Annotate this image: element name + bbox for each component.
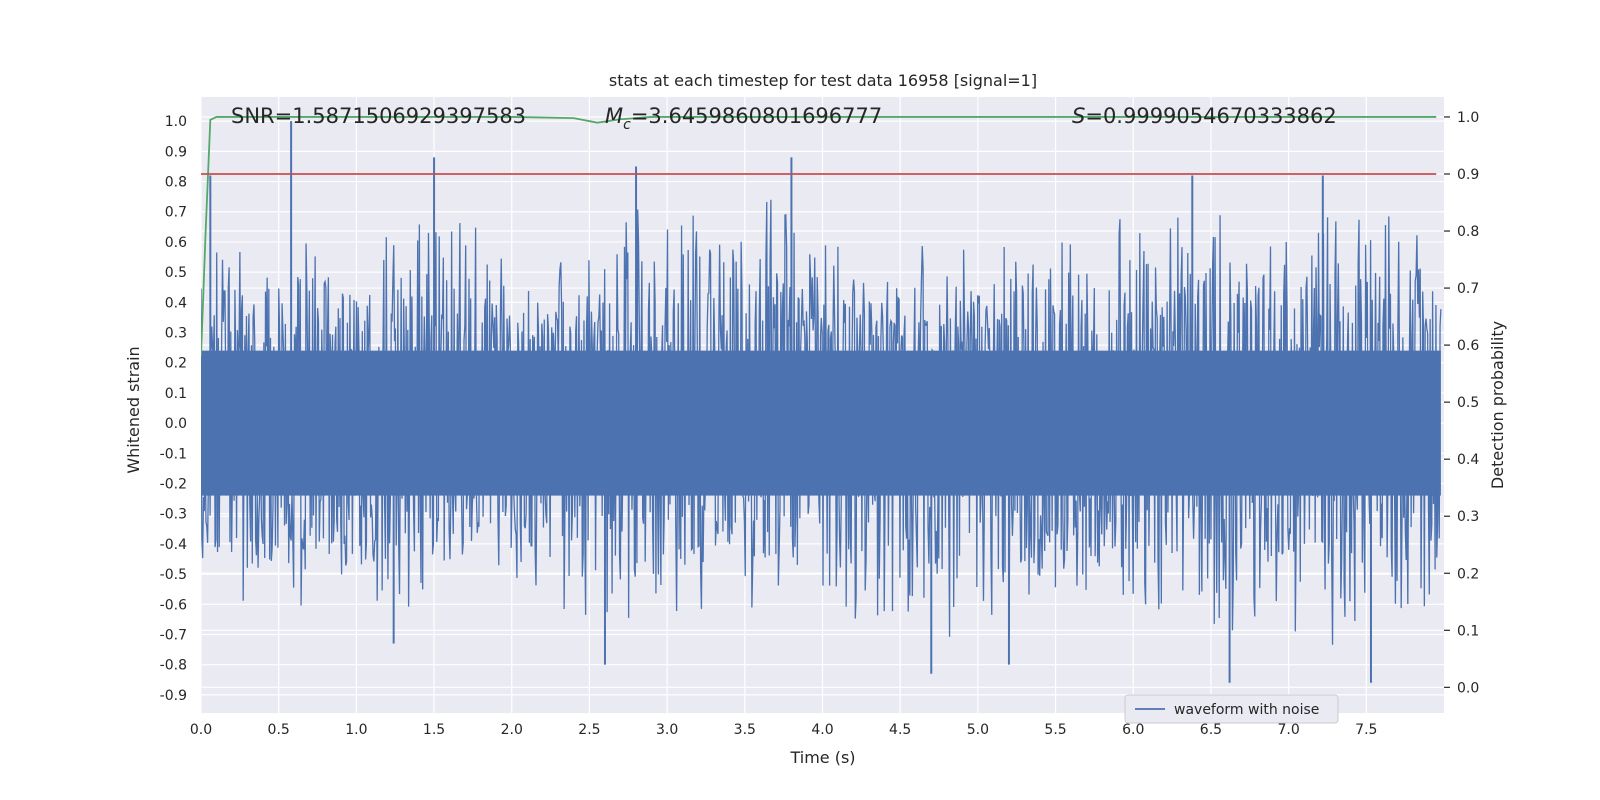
x-tick-label: 5.0: [967, 722, 989, 738]
y-tick-label: 0.7: [165, 205, 187, 221]
x-tick-label: 5.5: [1044, 722, 1066, 738]
waveform-band: [201, 350, 1441, 496]
y2-tick-label: 0.9: [1457, 167, 1479, 183]
x-tick-label: 3.0: [656, 722, 678, 738]
x-tick-label: 7.5: [1355, 722, 1377, 738]
x-tick-label: 2.0: [501, 722, 523, 738]
y-tick-label: 0.4: [165, 295, 187, 311]
y2-tick-label: 0.2: [1457, 566, 1479, 582]
y-tick-label: -0.6: [160, 597, 187, 613]
y-tick-label: -0.5: [160, 567, 187, 583]
y2-tick-label: 0.6: [1457, 338, 1479, 354]
y-tick-label: 0.0: [165, 416, 187, 432]
score-symbol: S: [1072, 104, 1085, 128]
y-axis-label: Whitened strain: [124, 346, 143, 473]
y2-tick-label: 0.7: [1457, 281, 1479, 297]
x-tick-label: 2.5: [578, 722, 600, 738]
y-tick-label: 0.5: [165, 265, 187, 281]
detection-probability-line: [201, 116, 1437, 357]
y2-axis-label: Detection probability: [1488, 321, 1507, 489]
x-tick-label: 4.0: [811, 722, 833, 738]
x-tick-label: 1.5: [423, 722, 445, 738]
y2-tick-label: 1.0: [1457, 110, 1479, 126]
chirp-mass-subscript: c: [623, 117, 631, 133]
x-tick-label: 3.5: [734, 722, 756, 738]
waveform-series: [201, 121, 1442, 683]
x-tick-label: 6.0: [1122, 722, 1144, 738]
x-tick-label: 6.5: [1200, 722, 1222, 738]
y2-tick-label: 0.4: [1457, 452, 1479, 468]
score-value: =0.9999054670333862: [1085, 104, 1336, 128]
legend-entry-waveform: waveform with noise: [1174, 702, 1319, 718]
legend-box: [1124, 694, 1339, 724]
y2-axis-ticks: 1.0 0.9 0.8 0.7 0.6 0.5 0.4 0.3 0.2 0.1 0.0: [1444, 110, 1479, 696]
x-axis-label: Time (s): [789, 748, 855, 767]
y-tick-label: 0.2: [165, 356, 187, 372]
y-tick-label: 0.1: [165, 386, 187, 402]
y2-tick-label: 0.5: [1457, 395, 1479, 411]
probability-series: [201, 116, 1437, 357]
y-tick-label: 0.3: [165, 326, 187, 342]
y-tick-label: 0.6: [165, 235, 187, 251]
y-tick-label: 0.9: [165, 144, 187, 160]
y2-tick-label: 0.8: [1457, 224, 1479, 240]
chirp-mass-symbol: M: [605, 104, 623, 128]
legend: waveform with noise: [1124, 694, 1339, 724]
y-tick-label: -0.7: [160, 627, 187, 643]
y-tick-label: -0.9: [160, 688, 187, 704]
y-tick-label: -0.1: [160, 446, 187, 462]
y-tick-label: -0.4: [160, 537, 187, 553]
x-tick-label: 0.5: [268, 722, 290, 738]
chirp-mass-annotation: Mc=3.6459860801696777: [605, 104, 882, 133]
x-tick-label: 1.0: [345, 722, 367, 738]
y-tick-label: -0.8: [160, 658, 187, 674]
x-tick-label: 0.0: [190, 722, 212, 738]
y-axis-ticks: 1.0 0.9 0.8 0.7 0.6 0.5 0.4 0.3 0.2 0.1 0.0 -0.1 -0.…: [160, 114, 187, 704]
y-tick-label: 0.8: [165, 175, 187, 191]
x-tick-label: 4.5: [889, 722, 911, 738]
chart-title: stats at each timestep for test data 169…: [609, 71, 1037, 90]
x-tick-label: 7.0: [1277, 722, 1299, 738]
snr-annotation: SNR=1.5871506929397583: [231, 104, 526, 128]
score-annotation: S=0.9999054670333862: [1072, 104, 1337, 128]
chirp-mass-value: =3.6459860801696777: [631, 104, 882, 128]
y-tick-label: 1.0: [165, 114, 187, 130]
y2-tick-label: 0.0: [1457, 680, 1479, 696]
x-axis-ticks: 0.0 0.5 1.0 1.5 2.0 2.5 3.0 3.5 4.0 4.5 5.0 5.5 6.0 6…: [190, 722, 1378, 738]
y-tick-label: -0.3: [160, 507, 187, 523]
y-tick-label: -0.2: [160, 477, 187, 493]
y2-tick-label: 0.1: [1457, 623, 1479, 639]
y2-tick-label: 0.3: [1457, 509, 1479, 525]
